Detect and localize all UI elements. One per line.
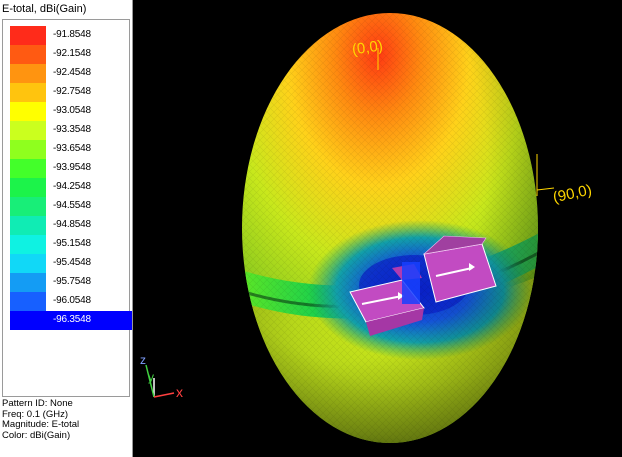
- legend-color-swatch: [10, 45, 46, 64]
- legend-value: -94.2548: [53, 181, 91, 192]
- legend-entry[interactable]: -92.7548: [10, 83, 132, 102]
- legend-value: -96.3548: [53, 314, 91, 325]
- pattern-info: Pattern ID: None Freq: 0.1 (GHz) Magnitu…: [2, 398, 80, 441]
- legend-color-swatch: [10, 178, 46, 197]
- legend-entry[interactable]: -96.3548: [10, 311, 132, 330]
- legend-color-swatch: [10, 121, 46, 140]
- axis-z-label: z: [140, 353, 146, 367]
- legend-value: -94.5548: [53, 200, 91, 211]
- legend-entry[interactable]: -95.4548: [10, 254, 132, 273]
- legend-entry[interactable]: -94.8548: [10, 216, 132, 235]
- frequency-text: Freq: 0.1 (GHz): [2, 408, 68, 420]
- legend-value: -92.4548: [53, 67, 91, 78]
- legend-color-swatch: [10, 140, 46, 159]
- legend-entry[interactable]: -92.1548: [10, 45, 132, 64]
- legend-color-swatch: [10, 235, 46, 254]
- legend-title: E-total, dBi(Gain): [2, 3, 87, 15]
- legend-color-swatch: [10, 216, 46, 235]
- legend-entry[interactable]: -95.1548: [10, 235, 132, 254]
- pattern-id-text: Pattern ID: None: [2, 398, 73, 409]
- color-mode-text: Color: dBi(Gain): [2, 429, 71, 441]
- axis-triad: x y z: [140, 353, 183, 400]
- legend-panel: E-total, dBi(Gain) -91.8548 -92.1548 -92.4…: [0, 0, 133, 457]
- legend-entry[interactable]: -93.6548: [10, 140, 132, 159]
- legend-value: -96.0548: [53, 295, 91, 306]
- legend-value: -91.8548: [53, 29, 91, 40]
- legend-value: -95.7548: [53, 276, 91, 287]
- legend-value: -93.0548: [53, 105, 91, 116]
- angle-label-0-0: (0,0): [351, 37, 384, 58]
- legend-entry[interactable]: -94.2548: [10, 178, 132, 197]
- antenna-model: [349, 235, 497, 336]
- radiation-pattern-svg[interactable]: (0,0) (90,0) x y z: [134, 0, 622, 457]
- legend-color-swatch: [10, 64, 46, 83]
- magnitude-text: Magnitude: E-total: [2, 419, 80, 430]
- legend-color-swatch: [10, 159, 46, 178]
- legend-color-swatch: [10, 273, 46, 292]
- legend-value: -95.1548: [53, 238, 91, 249]
- legend-entry[interactable]: -93.9548: [10, 159, 132, 178]
- legend-color-swatch: [10, 311, 46, 330]
- legend-value: -92.7548: [53, 86, 91, 97]
- legend-entry[interactable]: -91.8548: [10, 26, 132, 45]
- legend-value: -92.1548: [53, 48, 91, 59]
- legend-value: -93.3548: [53, 124, 91, 135]
- legend-entry[interactable]: -92.4548: [10, 64, 132, 83]
- legend-color-swatch: [10, 254, 46, 273]
- legend-entry[interactable]: -96.0548: [10, 292, 132, 311]
- legend-color-swatch: [10, 102, 46, 121]
- legend-entry[interactable]: -93.0548: [10, 102, 132, 121]
- legend-value: -93.9548: [53, 162, 91, 173]
- legend-color-swatch: [10, 197, 46, 216]
- legend-color-swatch: [10, 292, 46, 311]
- axis-y-label: y: [148, 370, 154, 384]
- legend-color-swatch: [10, 26, 46, 45]
- legend-value: -93.6548: [53, 143, 91, 154]
- 3d-pattern-viewport[interactable]: (0,0) (90,0) x y z: [134, 0, 622, 457]
- legend-entry[interactable]: -93.3548: [10, 121, 132, 140]
- angle-label-90-0: (90,0): [551, 182, 593, 207]
- legend-value: -95.4548: [53, 257, 91, 268]
- legend-list[interactable]: -91.8548 -92.1548 -92.4548 -92.7548 -93.0548…: [10, 26, 132, 330]
- legend-color-swatch: [10, 83, 46, 102]
- radiation-pattern-surface: [242, 13, 538, 443]
- legend-value: -94.8548: [53, 219, 91, 230]
- legend-entry[interactable]: -94.5548: [10, 197, 132, 216]
- axis-x-label: x: [176, 384, 183, 400]
- legend-entry[interactable]: -95.7548: [10, 273, 132, 292]
